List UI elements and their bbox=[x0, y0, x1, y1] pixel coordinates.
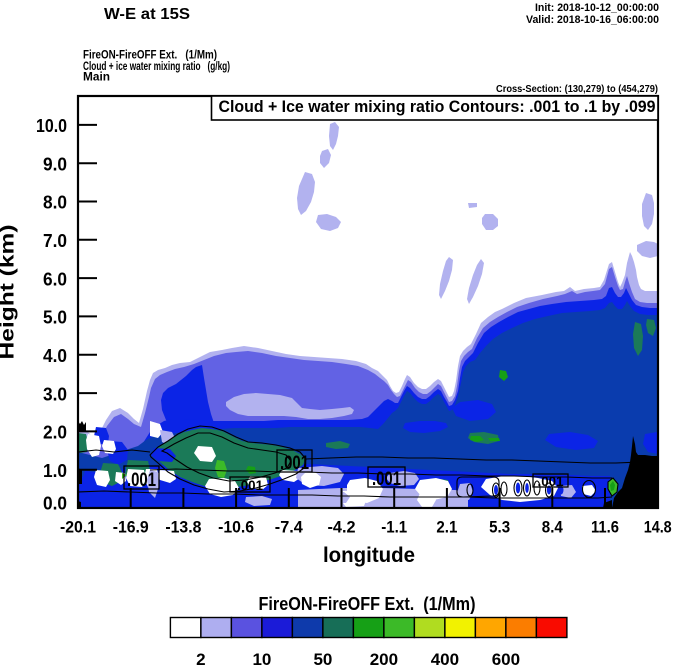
svg-text:10.0: 10.0 bbox=[36, 116, 67, 136]
svg-text:11.6: 11.6 bbox=[591, 518, 619, 537]
svg-text:10: 10 bbox=[252, 650, 271, 667]
svg-text:.001: .001 bbox=[280, 453, 309, 474]
svg-text:longitude: longitude bbox=[323, 544, 415, 567]
svg-text:0.0: 0.0 bbox=[43, 494, 67, 514]
svg-text:Height (km): Height (km) bbox=[0, 225, 19, 360]
svg-text:Cloud + ice water mixing ratio: Cloud + ice water mixing ratio (g/kg) bbox=[83, 59, 230, 73]
svg-text:50: 50 bbox=[313, 650, 332, 667]
svg-text:-7.4: -7.4 bbox=[275, 518, 304, 537]
svg-text:.001: .001 bbox=[538, 474, 564, 489]
svg-text:5.3: 5.3 bbox=[489, 518, 510, 537]
svg-text:-20.1: -20.1 bbox=[60, 518, 96, 537]
svg-text:600: 600 bbox=[492, 650, 520, 667]
svg-text:2.1: 2.1 bbox=[436, 518, 457, 537]
svg-text:Cloud + Ice water mixing ratio: Cloud + Ice water mixing ratio Contours:… bbox=[219, 98, 656, 116]
svg-text:-13.8: -13.8 bbox=[165, 518, 201, 537]
svg-text:4.0: 4.0 bbox=[43, 346, 67, 366]
svg-text:-4.2: -4.2 bbox=[328, 518, 356, 537]
svg-text:9.0: 9.0 bbox=[43, 154, 67, 174]
svg-text:400: 400 bbox=[431, 650, 459, 667]
svg-text:.001: .001 bbox=[372, 469, 401, 490]
svg-text:-10.6: -10.6 bbox=[218, 518, 254, 537]
svg-text:7.0: 7.0 bbox=[43, 231, 67, 251]
svg-text:14.8: 14.8 bbox=[644, 518, 672, 537]
svg-text:8.4: 8.4 bbox=[542, 518, 563, 537]
svg-text:-1.1: -1.1 bbox=[381, 518, 407, 537]
svg-text:-16.9: -16.9 bbox=[113, 518, 149, 537]
svg-text:1.0: 1.0 bbox=[43, 461, 67, 481]
svg-text:3.0: 3.0 bbox=[43, 384, 67, 404]
svg-text:FireON-FireOFF Ext. (1/Mm): FireON-FireOFF Ext. (1/Mm) bbox=[83, 48, 217, 62]
svg-text:Valid: 2018-10-16_06:00:00: Valid: 2018-10-16_06:00:00 bbox=[526, 14, 659, 26]
svg-text:2: 2 bbox=[196, 650, 205, 667]
svg-text:Cross-Section: (130,279) to (4: Cross-Section: (130,279) to (454,279) bbox=[496, 83, 658, 95]
svg-text:.001: .001 bbox=[237, 478, 263, 493]
svg-text:Init: 2018-10-12_00:00:00: Init: 2018-10-12_00:00:00 bbox=[535, 2, 659, 14]
svg-text:FireON-FireOFF Ext. (1/Mm): FireON-FireOFF Ext. (1/Mm) bbox=[259, 594, 476, 614]
svg-text:.001: .001 bbox=[127, 470, 156, 491]
svg-text:6.0: 6.0 bbox=[43, 269, 67, 289]
svg-text:8.0: 8.0 bbox=[43, 193, 67, 213]
svg-text:Main: Main bbox=[83, 70, 110, 84]
svg-text:5.0: 5.0 bbox=[43, 308, 67, 328]
svg-text:W-E at 15S: W-E at 15S bbox=[104, 6, 190, 23]
svg-text:200: 200 bbox=[370, 650, 398, 667]
svg-text:2.0: 2.0 bbox=[43, 423, 67, 443]
